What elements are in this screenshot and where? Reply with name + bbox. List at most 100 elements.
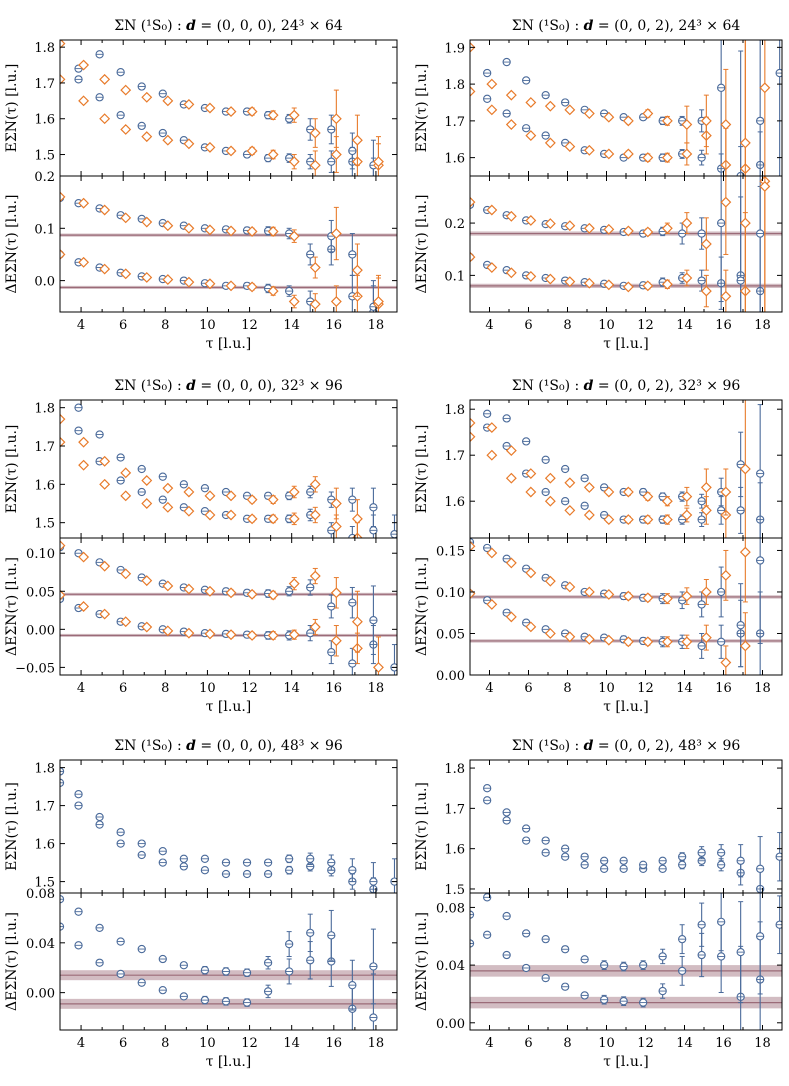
x-tick-label: 10 [199,1036,216,1051]
data-point-diamond [288,513,300,525]
data-point-diamond [661,278,673,290]
panel-1: ΣN (¹S₀) : d = (0, 0, 0), 24³ × 64 1.5 1.6… [4,18,398,352]
axes-frame [59,537,398,676]
data-point-diamond [642,226,654,238]
plot-area [483,784,782,893]
data-point-diamond [288,486,300,498]
panel-3: ΣN (¹S₀) : d = (0, 0, 0), 32³ × 96 1.5 1.6… [4,378,398,715]
data-point-diamond [622,115,634,127]
y-tick-label: 0.08 [26,887,55,902]
data-point-diamond [288,109,300,121]
data-point-diamond [622,514,634,526]
data-point-diamond [700,115,712,127]
y-tick-label: 0.04 [436,959,465,974]
data-point-diamond [470,251,476,263]
y-tick-label: 0.2 [34,170,55,185]
x-tick-label: 4 [485,318,493,333]
data-point-diamond [603,223,615,235]
data-point-diamond [525,97,537,108]
data-point-diamond [583,222,595,234]
data-point-diamond [486,104,498,116]
x-tick-label: 14 [283,1036,300,1051]
data-point-diamond [60,413,66,425]
data-point-diamond [661,593,673,605]
data-point-diamond [681,509,693,521]
x-tick-label: 12 [637,1036,654,1051]
x-tick-label: 18 [368,318,385,333]
y-tick-label: 1.8 [34,762,55,777]
y-tick-label: 1.8 [444,762,465,777]
data-point-diamond [204,490,216,502]
data-point-diamond [700,504,712,516]
y-tick-label: 0.00 [26,623,55,638]
x-tick-label: 16 [715,681,732,696]
data-point-diamond [183,486,195,498]
y-tick-label: 1.8 [34,41,55,56]
data-point-diamond [661,222,673,234]
data-point-diamond [141,216,153,228]
data-point-diamond [309,570,321,582]
data-point-diamond [373,661,384,673]
y-axis-label-energy: EΣN(τ) [l.u.] [414,425,430,514]
y-tick-label: 0.00 [26,987,55,1002]
plot-area [470,400,765,538]
y-tick-label: 0.05 [26,585,55,600]
y-tick-label: 1.6 [34,113,55,128]
data-point-diamond [225,225,237,237]
data-point-diamond [204,509,216,521]
data-point-diamond [700,632,712,644]
data-point-diamond [330,587,342,599]
data-point-diamond [60,191,66,203]
plot-area [470,538,782,675]
data-point-diamond [525,567,537,579]
data-point-diamond [267,225,279,237]
x-tick-label: 18 [368,681,385,696]
y-axis-label-delta-energy: ΔEΣN(τ) [l.u.] [414,557,430,656]
x-tick-label: 14 [676,318,693,333]
data-point-diamond [583,277,595,289]
y-axis-label-energy: EΣN(τ) [l.u.] [4,64,20,153]
data-point-diamond [564,141,576,153]
y-tick-label: 1.7 [34,440,55,455]
data-point-diamond [544,472,556,484]
data-point-diamond [525,130,537,142]
data-point-diamond [99,455,111,467]
data-point-diamond [267,494,279,506]
data-point-diamond [99,204,111,216]
data-point-diamond [505,119,517,130]
axes-frame [59,892,398,1031]
x-tick-label: 18 [754,681,771,696]
y-axis-label-energy: EΣN(τ) [l.u.] [414,64,430,153]
data-point-diamond [661,152,673,164]
data-point-diamond [603,514,615,526]
y-axis-label-delta-energy: ΔEΣN(τ) [l.u.] [414,912,430,1011]
title-d-symbol: d [186,378,196,394]
data-point-diamond [162,220,174,232]
y-tick-label: 1.8 [444,403,465,418]
y-tick-label: 1.6 [34,838,55,853]
title-momentum-volume: = (0, 0, 2), 24³ × 64 [593,18,740,34]
y-tick-label: −0.05 [15,661,55,676]
data-point-diamond [544,273,556,285]
data-point-diamond [564,504,576,516]
y-tick-label: 1.5 [34,876,55,891]
data-point-diamond [204,585,216,597]
title-d-symbol: d [584,738,594,754]
plot-area [60,767,397,893]
data-point-diamond [583,108,595,119]
data-point-diamond [603,111,615,123]
bottom-subplot: 0.00 0.05 0.10 0.15 ΔEΣN(τ) [l.u.] [414,537,783,684]
data-point-diamond [470,86,476,97]
data-point-diamond [486,78,498,90]
data-point-diamond [225,629,237,641]
title-momentum-volume: = (0, 0, 2), 32³ × 96 [593,378,740,394]
x-axis-label: τ [l.u.] [206,699,252,715]
data-point-diamond [246,281,258,293]
y-tick-label: 0.10 [26,547,55,562]
y-tick-label: 0.15 [436,544,465,559]
bottom-subplot: 0.1 0.2 ΔEΣN(τ) [l.u.] [414,175,783,313]
data-point-diamond [603,634,615,646]
y-tick-label: 0.05 [436,627,465,642]
axes-frame [469,175,783,313]
data-point-diamond [505,611,517,623]
